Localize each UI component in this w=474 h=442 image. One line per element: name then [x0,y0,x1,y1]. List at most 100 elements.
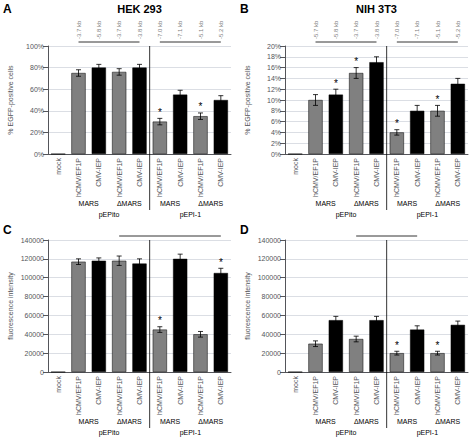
svg-text:B: B [240,2,249,16]
svg-text:12%: 12% [267,86,281,93]
svg-text:60000: 60000 [262,312,282,319]
svg-text:pEPito: pEPito [336,429,357,437]
svg-text:CMV-IEP: CMV-IEP [95,158,102,187]
svg-text:-5.1 kb: -5.1 kb [435,20,441,39]
svg-text:100%: 100% [26,43,44,50]
svg-text:CMV-IEP: CMV-IEP [217,376,224,405]
svg-text:6%: 6% [271,118,281,125]
svg-text:80000: 80000 [262,293,282,300]
svg-text:18%: 18% [267,53,281,60]
svg-text:-5.2 kb: -5.2 kb [455,20,461,39]
svg-text:hCMV/EF1P: hCMV/EF1P [156,158,163,197]
svg-text:CMV-IEP: CMV-IEP [414,158,421,187]
svg-text:ΔMARS: ΔMARS [198,200,223,207]
svg-text:MARS: MARS [79,200,100,207]
svg-text:120000: 120000 [21,255,44,262]
svg-text:-5.8 kb: -5.8 kb [333,20,339,39]
svg-text:-5.1 kb: -5.1 kb [198,20,204,39]
svg-text:-7.1 kb: -7.1 kb [177,20,183,39]
svg-text:CMV-IEP: CMV-IEP [414,376,421,405]
svg-text:A: A [3,2,12,16]
svg-text:140000: 140000 [258,237,281,244]
svg-text:*: * [354,56,358,67]
svg-text:-3.7 kb: -3.7 kb [116,20,122,39]
svg-text:fluorescence intensity: fluorescence intensity [7,272,15,340]
svg-text:60000: 60000 [25,312,45,319]
svg-text:NIH 3T3: NIH 3T3 [356,3,397,15]
svg-text:ΔMARS: ΔMARS [354,418,379,425]
svg-text:40000: 40000 [25,331,45,338]
svg-text:CMV-IEP: CMV-IEP [177,376,184,405]
svg-text:*: * [199,101,203,112]
svg-text:pEPito: pEPito [336,211,357,219]
svg-text:-3.8 kb: -3.8 kb [374,20,380,39]
svg-text:*: * [219,257,223,268]
svg-text:8%: 8% [271,107,281,114]
svg-text:ΔMARS: ΔMARS [435,418,460,425]
svg-text:CMV-IEP: CMV-IEP [332,376,339,405]
svg-text:CMV-IEP: CMV-IEP [95,376,102,405]
svg-text:MARS: MARS [316,200,337,207]
svg-text:120000: 120000 [258,255,281,262]
svg-text:60%: 60% [30,86,44,93]
svg-text:10%: 10% [267,97,281,104]
svg-text:CMV-IEP: CMV-IEP [454,158,461,187]
svg-text:hCMV/EF1P: hCMV/EF1P [75,376,82,415]
svg-text:hCMV/EF1P: hCMV/EF1P [197,158,204,197]
svg-text:MARS: MARS [397,418,418,425]
svg-text:MARS: MARS [397,200,418,207]
svg-text:CMV-IEP: CMV-IEP [177,158,184,187]
svg-text:hCMV/EF1P: hCMV/EF1P [434,376,441,415]
svg-text:CMV-IEP: CMV-IEP [373,376,380,405]
svg-text:pEPI-1: pEPI-1 [417,211,439,219]
svg-text:4%: 4% [271,129,281,136]
svg-text:ΔMARS: ΔMARS [117,200,142,207]
svg-text:hCMV/EF1P: hCMV/EF1P [312,376,319,415]
svg-text:hCMV/EF1P: hCMV/EF1P [197,376,204,415]
svg-text:-3.8 kb: -3.8 kb [137,20,143,39]
svg-text:-5.8 kb: -5.8 kb [96,20,102,39]
svg-text:mock: mock [55,376,62,393]
svg-text:D: D [240,223,249,237]
svg-text:0: 0 [40,369,44,376]
svg-text:MARS: MARS [79,418,100,425]
svg-text:% EGFP-positive cells: % EGFP-positive cells [244,65,252,135]
svg-text:-7.1 kb: -7.1 kb [414,20,420,39]
svg-text:hCMV/EF1P: hCMV/EF1P [393,376,400,415]
svg-text:-5.2 kb: -5.2 kb [218,20,224,39]
svg-text:2%: 2% [271,140,281,147]
svg-text:mock: mock [292,158,299,175]
svg-text:-5.7 kb: -5.7 kb [313,20,319,39]
svg-text:0%: 0% [34,151,44,158]
svg-text:0: 0 [277,369,281,376]
svg-text:CMV-IEP: CMV-IEP [373,158,380,187]
svg-text:-3.7 kb: -3.7 kb [76,20,82,39]
svg-text:40000: 40000 [262,331,282,338]
svg-text:-3.7 kb: -3.7 kb [353,20,359,39]
svg-text:hCMV/EF1P: hCMV/EF1P [116,158,123,197]
svg-text:20%: 20% [30,129,44,136]
svg-text:-7.0 kb: -7.0 kb [157,20,163,39]
svg-text:C: C [3,223,12,237]
svg-text:*: * [436,340,440,351]
svg-text:CMV-IEP: CMV-IEP [217,158,224,187]
svg-text:0%: 0% [271,151,281,158]
svg-text:HEK 293: HEK 293 [117,3,162,15]
svg-text:hCMV/EF1P: hCMV/EF1P [75,158,82,197]
svg-text:mock: mock [292,376,299,393]
svg-text:ΔMARS: ΔMARS [117,418,142,425]
svg-text:ΔMARS: ΔMARS [198,418,223,425]
svg-text:20000: 20000 [25,350,45,357]
svg-text:14%: 14% [267,75,281,82]
svg-text:CMV-IEP: CMV-IEP [136,158,143,187]
svg-text:hCMV/EF1P: hCMV/EF1P [312,158,319,197]
svg-text:*: * [436,94,440,105]
svg-text:80000: 80000 [25,293,45,300]
svg-text:ΔMARS: ΔMARS [435,200,460,207]
svg-text:40%: 40% [30,107,44,114]
svg-text:CMV-IEP: CMV-IEP [454,376,461,405]
svg-text:20%: 20% [267,43,281,50]
svg-text:hCMV/EF1P: hCMV/EF1P [353,158,360,197]
svg-text:*: * [158,315,162,326]
svg-text:fluorescence intensity: fluorescence intensity [244,272,252,340]
